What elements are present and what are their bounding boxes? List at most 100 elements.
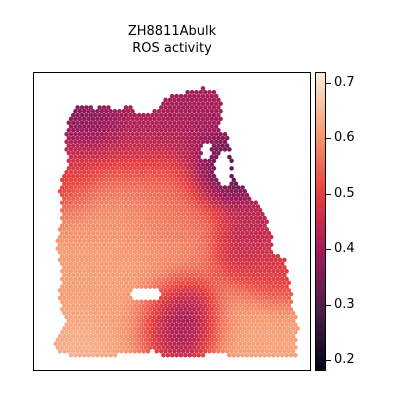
spot xyxy=(121,337,127,343)
spot xyxy=(152,116,157,122)
spot xyxy=(178,269,184,274)
spot xyxy=(227,276,232,282)
spot xyxy=(200,139,206,145)
spot xyxy=(112,170,118,175)
spot xyxy=(185,272,190,278)
spot xyxy=(191,124,197,129)
spot xyxy=(196,93,201,99)
spot xyxy=(70,257,76,263)
spot xyxy=(165,185,171,190)
spot xyxy=(141,143,146,148)
spot xyxy=(253,261,259,266)
spot xyxy=(198,303,204,308)
spot xyxy=(152,215,157,221)
spot xyxy=(103,246,109,251)
spot xyxy=(84,211,89,217)
spot xyxy=(114,257,120,263)
spot xyxy=(167,227,173,232)
spot xyxy=(235,352,241,358)
spot xyxy=(187,330,193,335)
spot xyxy=(233,211,239,217)
spot xyxy=(178,276,184,282)
spot xyxy=(165,276,171,282)
spot xyxy=(150,196,155,202)
spot xyxy=(176,242,182,247)
spot xyxy=(183,337,188,343)
spot xyxy=(194,310,199,316)
spot xyxy=(112,238,118,244)
spot xyxy=(114,181,120,186)
spot xyxy=(125,246,131,251)
spot xyxy=(125,345,131,350)
spot xyxy=(174,314,179,320)
spot xyxy=(95,352,100,358)
spot xyxy=(114,173,120,179)
spot xyxy=(202,265,208,270)
spot xyxy=(189,219,195,225)
spot xyxy=(62,219,67,225)
spot xyxy=(114,280,120,286)
spot xyxy=(262,337,267,343)
spot xyxy=(209,185,215,190)
spot xyxy=(218,215,223,221)
spot xyxy=(68,200,74,205)
spot xyxy=(132,234,138,240)
spot xyxy=(185,97,190,103)
spot xyxy=(220,272,226,278)
spot xyxy=(260,341,265,346)
spot xyxy=(161,261,166,266)
spot xyxy=(97,219,102,225)
spot xyxy=(84,318,89,324)
spot xyxy=(165,299,171,305)
spot xyxy=(68,253,74,259)
spot xyxy=(125,330,131,335)
spot xyxy=(282,303,287,308)
spot xyxy=(213,185,219,190)
spot xyxy=(174,261,179,266)
spot xyxy=(209,177,215,183)
spot xyxy=(134,337,140,343)
spot xyxy=(207,349,212,354)
spot xyxy=(235,238,241,244)
spot xyxy=(246,257,252,263)
spot xyxy=(277,341,283,346)
spot xyxy=(174,269,179,274)
spot xyxy=(266,330,272,335)
spot xyxy=(99,299,105,305)
spot xyxy=(288,314,294,320)
spot xyxy=(266,238,272,244)
spot xyxy=(147,284,153,289)
spot xyxy=(231,269,237,274)
spot xyxy=(73,185,78,190)
spot xyxy=(185,242,190,247)
spot xyxy=(187,299,193,305)
spot xyxy=(231,307,237,312)
spot xyxy=(194,341,199,346)
spot xyxy=(75,105,80,110)
spot xyxy=(174,352,179,358)
spot xyxy=(211,150,217,156)
spot xyxy=(207,257,212,263)
spot xyxy=(154,349,160,354)
spot xyxy=(125,261,131,266)
spot xyxy=(97,150,102,156)
spot xyxy=(211,128,217,133)
spot xyxy=(200,124,206,129)
spot xyxy=(242,234,248,240)
spot xyxy=(169,284,175,289)
spot xyxy=(194,166,199,171)
spot xyxy=(246,310,252,316)
spot xyxy=(220,326,226,331)
spot xyxy=(191,276,197,282)
spot xyxy=(202,227,208,232)
spot xyxy=(141,173,146,179)
spot xyxy=(97,120,102,125)
spot xyxy=(161,200,166,205)
spot xyxy=(110,189,116,194)
spot xyxy=(253,314,259,320)
spot xyxy=(81,322,87,327)
spot xyxy=(246,265,252,270)
spot xyxy=(174,177,179,183)
spot xyxy=(132,341,138,346)
spot xyxy=(106,211,111,217)
